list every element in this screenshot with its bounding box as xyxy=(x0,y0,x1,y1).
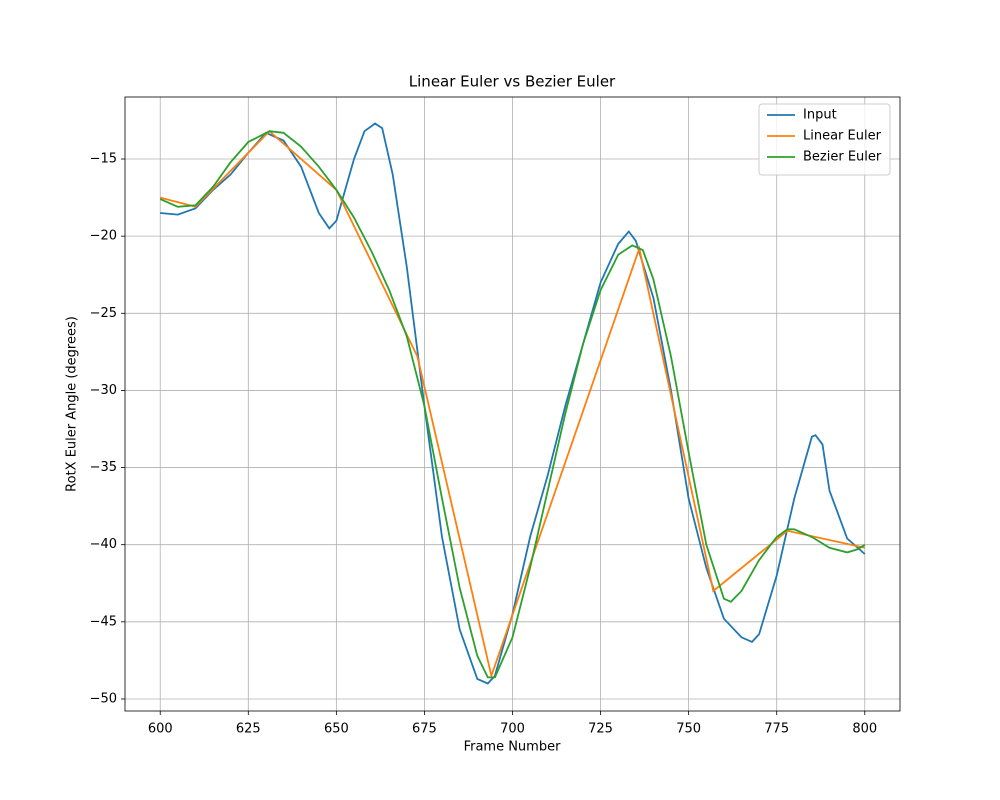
x-tick-label: 625 xyxy=(236,722,261,737)
x-tick-label: 700 xyxy=(500,722,525,737)
line xyxy=(159,130,866,679)
y-axis-label: RotX Euler Angle (degrees) xyxy=(65,316,80,492)
y-tick-label: −40 xyxy=(90,537,117,552)
x-tick-label: 600 xyxy=(148,722,173,737)
line xyxy=(159,129,865,680)
y-tick-label: −15 xyxy=(90,152,117,167)
y-tick-label: −50 xyxy=(90,691,117,706)
legend-label: Bezier Euler xyxy=(803,150,882,165)
legend: Input Linear Euler Bezier Euler xyxy=(758,103,891,176)
legend-label: Linear Euler xyxy=(803,129,882,144)
y-tick-label: −30 xyxy=(90,383,117,398)
x-tick-label: 800 xyxy=(852,722,877,737)
x-tick-label: 675 xyxy=(412,722,437,737)
x-axis-label: Frame Number xyxy=(464,740,562,755)
y-tick-label: −20 xyxy=(90,229,117,244)
y-tick-label: −35 xyxy=(90,460,117,475)
x-tick-label: 775 xyxy=(764,722,789,737)
y-tick-label: −45 xyxy=(90,614,117,629)
x-tick-label: 725 xyxy=(588,722,613,737)
chart-title: Linear Euler vs Bezier Euler xyxy=(409,73,616,91)
x-tick-label: 750 xyxy=(676,722,701,737)
x-tick-label: 650 xyxy=(324,722,349,737)
plot-frame xyxy=(124,96,901,712)
legend-label: Input xyxy=(803,108,837,123)
y-tick-label: −25 xyxy=(90,306,117,321)
